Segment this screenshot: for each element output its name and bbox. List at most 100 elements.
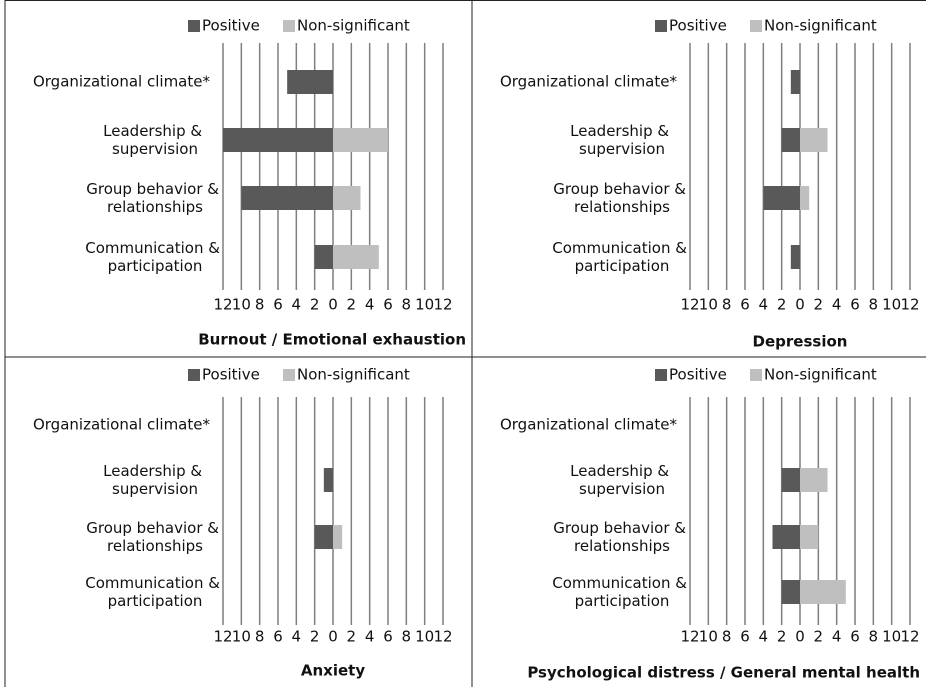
- x-tick-label: 8: [722, 296, 732, 314]
- x-tick-label: 0: [328, 296, 338, 314]
- x-tick-label: 2: [777, 628, 787, 646]
- x-tick-label: 12: [433, 628, 452, 646]
- category-label: Organizational climate*: [33, 416, 211, 434]
- x-tick-label: 10: [232, 628, 251, 646]
- x-tick-label: 4: [832, 628, 842, 646]
- x-tick-label: 2: [777, 296, 787, 314]
- x-tick-label: 12: [900, 296, 919, 314]
- category-label: Organizational climate*: [500, 416, 678, 434]
- bar: [800, 468, 828, 492]
- legend-swatch: [283, 369, 295, 381]
- bar: [781, 468, 800, 492]
- x-tick-label: 0: [795, 296, 805, 314]
- x-tick-label: 12: [680, 628, 699, 646]
- x-tick-label: 0: [795, 628, 805, 646]
- legend-label: Positive: [669, 366, 727, 384]
- x-tick-label: 6: [850, 296, 860, 314]
- category-label: Group behavior & relationships: [86, 180, 224, 216]
- x-tick-label: 4: [365, 296, 375, 314]
- bar: [772, 525, 800, 549]
- x-tick-label: 12: [680, 296, 699, 314]
- x-tick-label: 10: [699, 628, 718, 646]
- category-label: Organizational climate*: [500, 73, 678, 91]
- x-tick-label: 4: [759, 296, 769, 314]
- bar: [323, 468, 333, 492]
- x-tick-label: 6: [383, 628, 393, 646]
- bar: [790, 70, 800, 94]
- x-tick-label: 0: [328, 628, 338, 646]
- x-tick-label: 4: [832, 296, 842, 314]
- x-tick-label: 6: [383, 296, 393, 314]
- legend-label: Positive: [202, 17, 260, 35]
- bar: [800, 128, 828, 152]
- x-tick-label: 6: [850, 628, 860, 646]
- bar: [800, 186, 810, 210]
- chart-title: Depression: [753, 333, 848, 351]
- legend-swatch: [750, 20, 762, 32]
- x-tick-label: 12: [213, 628, 232, 646]
- legend-label: Non-significant: [297, 366, 410, 384]
- legend-label: Positive: [669, 17, 727, 35]
- x-tick-label: 8: [869, 628, 879, 646]
- category-label: Leadership & supervision: [103, 462, 207, 498]
- x-tick-label: 8: [402, 628, 412, 646]
- x-tick-label: 2: [814, 296, 824, 314]
- category-label: Communication & participation: [85, 574, 224, 610]
- category-label: Communication & participation: [552, 239, 691, 275]
- category-label: Communication & participation: [85, 239, 224, 275]
- x-tick-label: 10: [415, 628, 434, 646]
- chart-title: Psychological distress / General mental …: [527, 664, 920, 682]
- bar: [314, 525, 333, 549]
- bar: [800, 525, 819, 549]
- x-tick-label: 4: [292, 628, 302, 646]
- bar: [781, 580, 800, 604]
- category-label: Leadership & supervision: [103, 122, 207, 158]
- x-tick-label: 2: [310, 628, 320, 646]
- x-tick-label: 6: [273, 628, 283, 646]
- x-tick-label: 10: [882, 296, 901, 314]
- x-tick-label: 6: [273, 296, 283, 314]
- bar: [333, 245, 379, 269]
- category-label: Organizational climate*: [33, 73, 211, 91]
- chart-title: Anxiety: [301, 662, 365, 680]
- bar: [314, 245, 333, 269]
- bar: [287, 70, 333, 94]
- chart-title: Burnout / Emotional exhaustion: [198, 331, 466, 349]
- category-label: Group behavior & relationships: [553, 519, 691, 555]
- legend-swatch: [750, 369, 762, 381]
- bar: [223, 128, 333, 152]
- legend-label: Non-significant: [764, 366, 877, 384]
- category-label: Leadership & supervision: [570, 122, 674, 158]
- legend-swatch: [655, 20, 667, 32]
- legend-swatch: [655, 369, 667, 381]
- x-tick-label: 8: [402, 296, 412, 314]
- x-tick-label: 10: [699, 296, 718, 314]
- x-tick-label: 8: [255, 296, 265, 314]
- x-tick-label: 4: [292, 296, 302, 314]
- bar: [763, 186, 800, 210]
- x-tick-label: 4: [365, 628, 375, 646]
- category-label: Leadership & supervision: [570, 462, 674, 498]
- legend-label: Non-significant: [764, 17, 877, 35]
- legend-swatch: [283, 20, 295, 32]
- legend-label: Non-significant: [297, 17, 410, 35]
- category-label: Group behavior & relationships: [553, 180, 691, 216]
- bar: [781, 128, 800, 152]
- x-tick-label: 10: [415, 296, 434, 314]
- legend-label: Positive: [202, 366, 260, 384]
- bar: [333, 186, 361, 210]
- x-tick-label: 12: [900, 628, 919, 646]
- x-tick-label: 12: [213, 296, 232, 314]
- x-tick-label: 8: [869, 296, 879, 314]
- category-label: Communication & participation: [552, 574, 691, 610]
- x-tick-label: 8: [255, 628, 265, 646]
- bar: [790, 245, 800, 269]
- x-tick-label: 12: [433, 296, 452, 314]
- x-tick-label: 10: [882, 628, 901, 646]
